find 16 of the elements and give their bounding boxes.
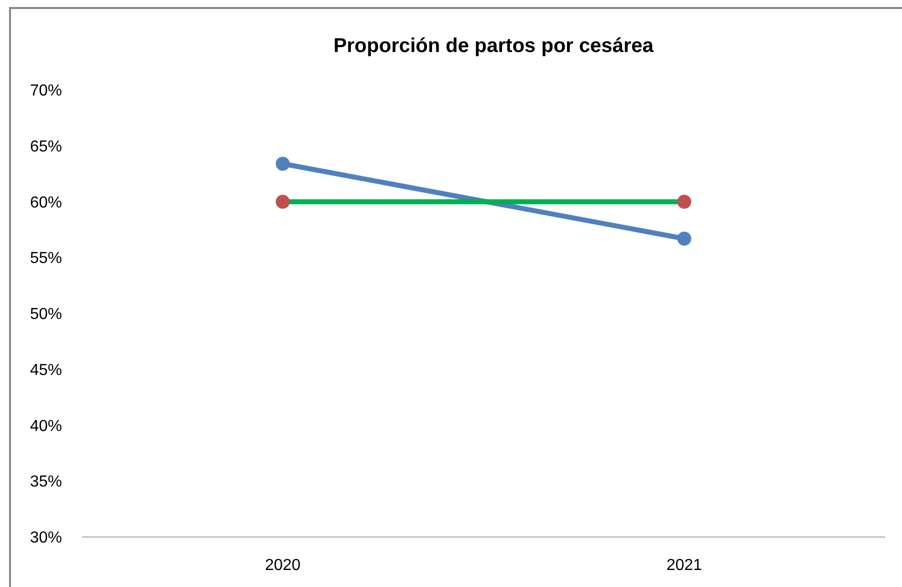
y-tick-label: 55% <box>30 250 62 268</box>
point <box>276 156 290 171</box>
point <box>276 194 290 209</box>
y-tick-label: 60% <box>30 194 62 212</box>
point <box>677 232 692 246</box>
x-tick-label: 2021 <box>666 557 702 574</box>
point <box>677 194 692 209</box>
y-tick-label: 65% <box>30 138 62 156</box>
chart-title: Proporción de partos por cesárea <box>333 35 654 57</box>
y-tick-label: 70% <box>30 82 62 100</box>
x-tick-label: 2020 <box>264 557 301 574</box>
y-tick-label: 30% <box>30 530 62 547</box>
y-tick-label: 50% <box>30 306 62 324</box>
y-tick-label: 35% <box>30 474 62 491</box>
y-tick-label: 40% <box>30 418 62 435</box>
y-tick-label: 45% <box>30 362 62 379</box>
